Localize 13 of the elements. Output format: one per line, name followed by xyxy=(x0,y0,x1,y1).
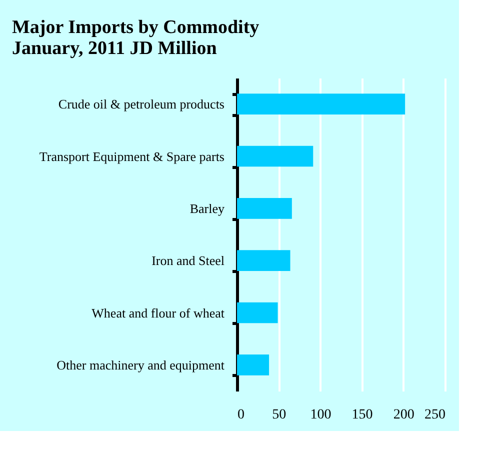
y-tick-label: Transport Equipment & Spare parts xyxy=(39,148,224,164)
y-tick-label: Crude oil & petroleum products xyxy=(58,96,224,112)
y-tick-label: Barley xyxy=(190,200,225,216)
y-tick-label: Wheat and flour of wheat xyxy=(92,305,225,320)
x-tick-label: 50 xyxy=(272,408,286,422)
x-tick-label: 0 xyxy=(238,408,244,422)
x-tick-label: 100 xyxy=(310,408,332,422)
chart-title: Major Imports by Commodity January, 2011 JD Million xyxy=(12,17,260,59)
y-tick-label: Other machinery and equipment xyxy=(56,357,225,372)
y-tick-label: Iron and Steel xyxy=(152,253,225,268)
x-tick-label: 250 xyxy=(424,408,446,422)
x-tick-label: 200 xyxy=(393,408,414,422)
x-tick-label: 150 xyxy=(352,408,373,422)
